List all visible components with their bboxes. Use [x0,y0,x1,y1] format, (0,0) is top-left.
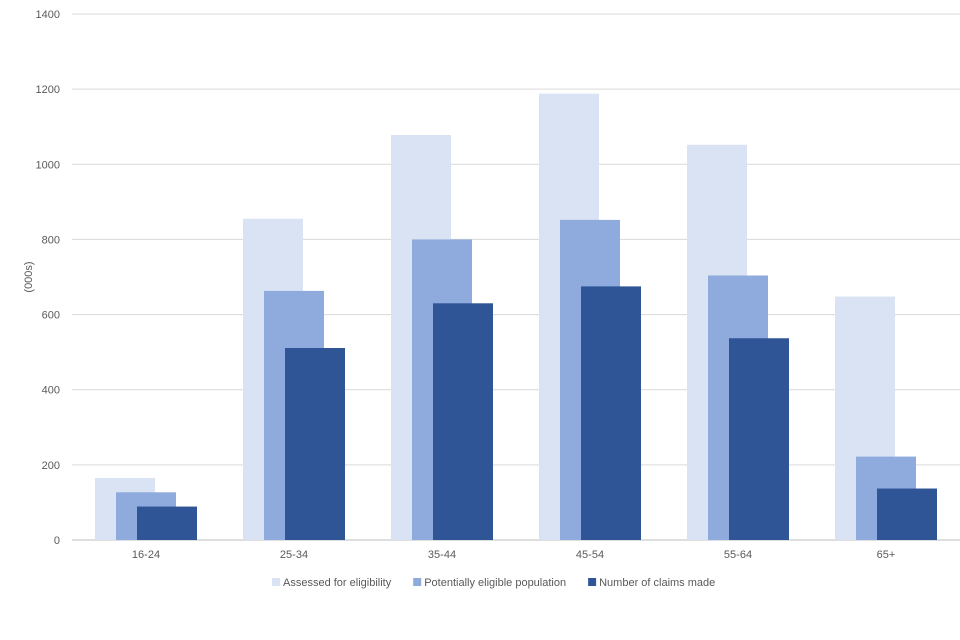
bar-number-of-claims-made-45-54 [581,286,641,540]
x-tick-label: 45-54 [576,549,604,561]
x-axis-ticks: 16-24 25-34 35-44 45-54 55-64 65+ [132,549,895,561]
legend-label: Number of claims made [599,577,715,589]
x-tick-label: 35-44 [428,549,456,561]
bar-number-of-claims-made-25-34 [285,348,345,540]
bar-number-of-claims-made-65- [877,488,937,540]
y-axis-title: (000s) [23,261,35,292]
y-tick-label: 1400 [36,9,60,21]
y-tick-label: 1200 [36,84,60,96]
legend-swatch [413,578,422,586]
legend-item: Potentially eligible population [413,577,566,589]
legend: Assessed for eligibility Potentially elig… [272,577,715,589]
y-tick-label: 600 [42,310,60,322]
legend-label: Assessed for eligibility [283,577,392,589]
bar-number-of-claims-made-16-24 [137,506,197,540]
legend-item: Number of claims made [588,577,715,589]
y-tick-label: 1000 [36,159,60,171]
x-tick-label: 55-64 [724,549,752,561]
x-tick-label: 25-34 [280,549,308,561]
x-tick-label: 65+ [877,549,896,561]
legend-swatch [272,578,280,586]
legend-label: Potentially eligible population [424,577,566,589]
y-tick-label: 800 [42,234,60,246]
legend-swatch [588,578,597,586]
y-axis-ticks: 0 200 400 600 800 1000 1200 1400 [36,9,60,547]
x-tick-label: 16-24 [132,549,160,561]
y-tick-label: 200 [42,460,60,472]
y-tick-label: 0 [54,535,60,547]
gridlines [72,13,960,541]
legend-item: Assessed for eligibility [272,577,392,589]
bars [95,93,937,541]
bar-number-of-claims-made-55-64 [729,338,789,540]
bar-number-of-claims-made-35-44 [433,303,493,540]
y-tick-label: 400 [42,385,60,397]
